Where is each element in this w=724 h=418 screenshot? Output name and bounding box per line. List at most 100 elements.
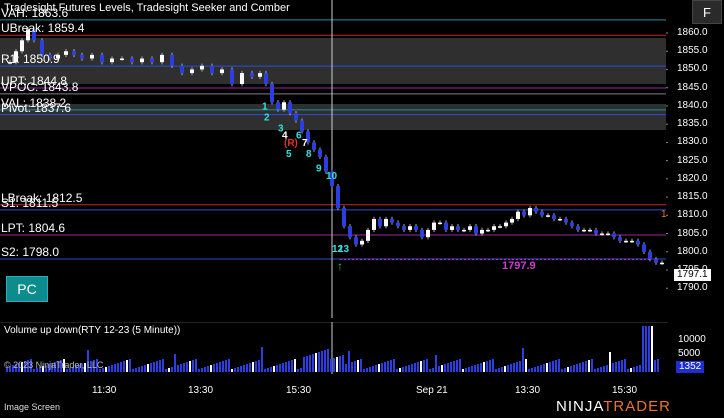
- volume-bar: [243, 365, 245, 372]
- candle-body: [342, 208, 346, 227]
- volume-bar: [78, 365, 80, 372]
- wave-marker: 5: [286, 149, 292, 160]
- volume-bar: [603, 366, 605, 372]
- volume-bar: [342, 355, 344, 372]
- volume-bar: [504, 366, 506, 372]
- candle-body: [40, 40, 44, 55]
- volume-bar: [573, 365, 575, 372]
- volume-bar: [150, 363, 152, 372]
- time-tick: 11:30: [92, 385, 117, 396]
- volume-bar: [348, 351, 350, 372]
- volume-bar: [525, 359, 527, 372]
- volume-bar: [234, 368, 236, 372]
- volume-bar: [507, 365, 509, 372]
- candle-body: [558, 218, 562, 221]
- volume-bar: [60, 360, 62, 372]
- volume-bar: [417, 362, 419, 372]
- volume-bar: [492, 359, 494, 372]
- value-area-upper: [0, 38, 666, 84]
- candle-body: [528, 208, 532, 216]
- volume-bar: [435, 355, 437, 372]
- candle-body: [230, 69, 234, 85]
- f-button[interactable]: F: [692, 0, 722, 24]
- candle-body: [72, 51, 76, 55]
- volume-bar: [240, 366, 242, 372]
- candle-body: [110, 58, 114, 63]
- volume-bar: [186, 362, 188, 372]
- price-tick: 1815.0: [677, 191, 708, 203]
- volume-bar: [210, 365, 212, 372]
- up-arrow-marker: ↑: [337, 259, 343, 273]
- candle-body: [324, 156, 328, 172]
- volume-bar: [114, 364, 116, 372]
- candle-body: [276, 102, 280, 110]
- price-tick: 1830.0: [677, 136, 708, 148]
- price-tick: 1850.0: [677, 63, 708, 75]
- candle-body: [210, 65, 214, 74]
- volume-bar: [276, 365, 278, 372]
- volume-bar: [171, 367, 173, 372]
- volume-bar: [54, 362, 56, 372]
- volume-bar: [345, 364, 347, 372]
- volume-bar: [33, 369, 35, 372]
- ninjatrader-logo: NINJATRADER: [556, 398, 671, 415]
- volume-bar: [6, 367, 8, 372]
- candle-body: [80, 54, 84, 59]
- volume-bar: [456, 360, 458, 372]
- volume-bar: [645, 326, 647, 372]
- volume-bar: [495, 369, 497, 372]
- level-label-lbreak: LBreak: 1812.5: [1, 190, 83, 205]
- volume-bar: [570, 366, 572, 372]
- pc-button[interactable]: PC: [6, 276, 48, 302]
- volume-bar: [123, 361, 125, 372]
- volume-chart[interactable]: [0, 322, 668, 374]
- candle-body: [360, 240, 364, 245]
- volume-bar: [303, 357, 305, 372]
- volume-bar: [324, 350, 326, 372]
- candle-body: [190, 69, 194, 74]
- volume-bar: [396, 369, 398, 372]
- candle-body: [26, 29, 30, 41]
- volume-bar: [633, 367, 635, 372]
- level-label-lpt: LPT: 1804.6: [1, 220, 66, 235]
- volume-bar: [393, 359, 395, 372]
- candle-body: [486, 229, 490, 232]
- volume-bar: [84, 363, 86, 372]
- candle-body: [200, 65, 204, 70]
- volume-bar: [465, 368, 467, 372]
- volume-bar: [582, 362, 584, 372]
- volume-bar: [9, 366, 11, 372]
- volume-bar: [24, 361, 26, 372]
- volume-bar: [231, 369, 233, 372]
- volume-bar: [543, 364, 545, 372]
- volume-bar: [411, 364, 413, 372]
- volume-bar: [144, 365, 146, 372]
- volume-bar: [168, 368, 170, 372]
- time-tick: 15:30: [612, 385, 638, 396]
- level-label-vah: VAH: 1863.6: [1, 5, 69, 20]
- volume-bar: [189, 361, 191, 372]
- volume-bar: [309, 355, 311, 372]
- candle-body: [282, 102, 286, 110]
- wave-marker: 1: [262, 102, 268, 113]
- candle-body: [564, 218, 568, 223]
- volume-bar: [27, 360, 29, 372]
- volume-bar: [318, 352, 320, 372]
- volume-bar: [636, 366, 638, 372]
- candle-body: [300, 120, 304, 132]
- candle-body: [390, 218, 394, 223]
- candle-body: [582, 229, 586, 232]
- volume-current-badge: 1352: [676, 361, 705, 373]
- candle-body: [546, 215, 550, 217]
- candle-body: [648, 251, 652, 260]
- volume-bar: [117, 363, 119, 372]
- volume-bar: [51, 363, 53, 372]
- volume-bar: [423, 360, 425, 372]
- volume-bar: [36, 368, 38, 372]
- volume-bar: [21, 362, 23, 372]
- volume-bar: [519, 361, 521, 372]
- volume-bar: [93, 360, 95, 372]
- volume-bar: [648, 326, 650, 372]
- volume-bar: [45, 365, 47, 372]
